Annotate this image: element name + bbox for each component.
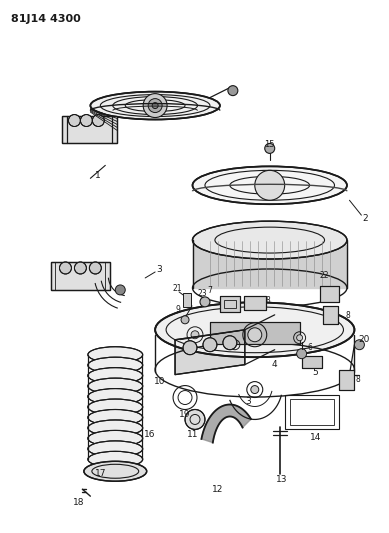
Bar [183, 293, 191, 307]
Circle shape [191, 331, 199, 339]
Bar [290, 399, 335, 425]
Text: 2: 2 [363, 214, 368, 223]
Bar [210, 322, 300, 344]
Bar [340, 369, 354, 390]
Ellipse shape [88, 399, 143, 415]
Text: 4: 4 [272, 360, 277, 369]
Bar [63, 116, 117, 143]
Ellipse shape [88, 346, 143, 362]
Text: 9: 9 [175, 305, 180, 314]
Ellipse shape [88, 451, 143, 467]
Ellipse shape [193, 221, 347, 259]
Text: 13: 13 [276, 475, 287, 484]
Text: 8: 8 [265, 296, 270, 305]
Bar [301, 356, 322, 368]
Bar [322, 306, 338, 324]
Circle shape [60, 262, 72, 274]
Circle shape [297, 349, 307, 359]
Circle shape [354, 340, 364, 350]
Circle shape [297, 335, 303, 341]
Text: 21: 21 [172, 285, 182, 294]
Circle shape [248, 328, 262, 342]
Text: 8: 8 [355, 375, 360, 384]
Text: 20: 20 [359, 335, 370, 344]
Circle shape [185, 409, 205, 430]
Ellipse shape [88, 409, 143, 425]
Text: 81J14 4300: 81J14 4300 [11, 14, 81, 24]
Text: 15: 15 [265, 140, 275, 149]
Circle shape [148, 99, 162, 112]
Circle shape [115, 285, 125, 295]
Bar [51, 262, 110, 290]
Ellipse shape [88, 431, 143, 446]
Bar [319, 286, 340, 302]
Circle shape [228, 86, 238, 95]
Text: 23: 23 [197, 289, 207, 298]
Circle shape [92, 115, 104, 126]
Bar [244, 296, 266, 310]
Bar [51, 262, 110, 290]
Ellipse shape [88, 441, 143, 457]
Text: 3: 3 [245, 397, 251, 406]
Circle shape [265, 143, 275, 154]
Text: 19: 19 [179, 410, 191, 419]
Circle shape [255, 171, 285, 200]
Polygon shape [202, 405, 251, 442]
Text: 14: 14 [310, 433, 321, 442]
Circle shape [183, 341, 197, 354]
Circle shape [251, 385, 259, 393]
Text: 6: 6 [307, 343, 312, 352]
Text: 22: 22 [320, 271, 329, 280]
Ellipse shape [155, 302, 354, 357]
Text: 16: 16 [144, 430, 156, 439]
Text: 10: 10 [154, 377, 166, 386]
Text: 7: 7 [207, 286, 212, 295]
Bar [224, 300, 236, 308]
Circle shape [200, 297, 210, 307]
Circle shape [152, 102, 158, 109]
Ellipse shape [84, 461, 147, 481]
Ellipse shape [193, 166, 347, 204]
Bar [210, 322, 300, 344]
Bar [244, 296, 266, 310]
Bar [319, 286, 340, 302]
Circle shape [203, 338, 217, 352]
Ellipse shape [88, 420, 143, 436]
Bar [322, 306, 338, 324]
Polygon shape [193, 245, 347, 288]
Circle shape [223, 336, 237, 350]
Ellipse shape [88, 357, 143, 373]
Text: 3: 3 [156, 265, 162, 274]
Text: 18: 18 [73, 498, 84, 507]
Text: 11: 11 [187, 430, 199, 439]
Text: 12: 12 [212, 484, 224, 494]
Circle shape [181, 316, 189, 324]
Bar [301, 356, 322, 368]
Circle shape [143, 94, 167, 118]
Circle shape [89, 262, 101, 274]
Circle shape [345, 372, 354, 382]
Text: 5: 5 [313, 368, 319, 377]
Text: 8: 8 [345, 311, 350, 320]
Text: 17: 17 [95, 469, 106, 478]
Ellipse shape [88, 389, 143, 405]
Text: 1: 1 [95, 171, 100, 180]
Bar [220, 296, 240, 312]
Bar [340, 369, 354, 390]
Bar [63, 116, 117, 143]
Bar [220, 296, 240, 312]
Ellipse shape [88, 368, 143, 384]
Circle shape [81, 115, 92, 126]
Circle shape [68, 115, 81, 126]
Ellipse shape [88, 378, 143, 394]
Polygon shape [175, 330, 245, 375]
Ellipse shape [90, 92, 220, 119]
Circle shape [74, 262, 86, 274]
Bar [285, 394, 340, 430]
